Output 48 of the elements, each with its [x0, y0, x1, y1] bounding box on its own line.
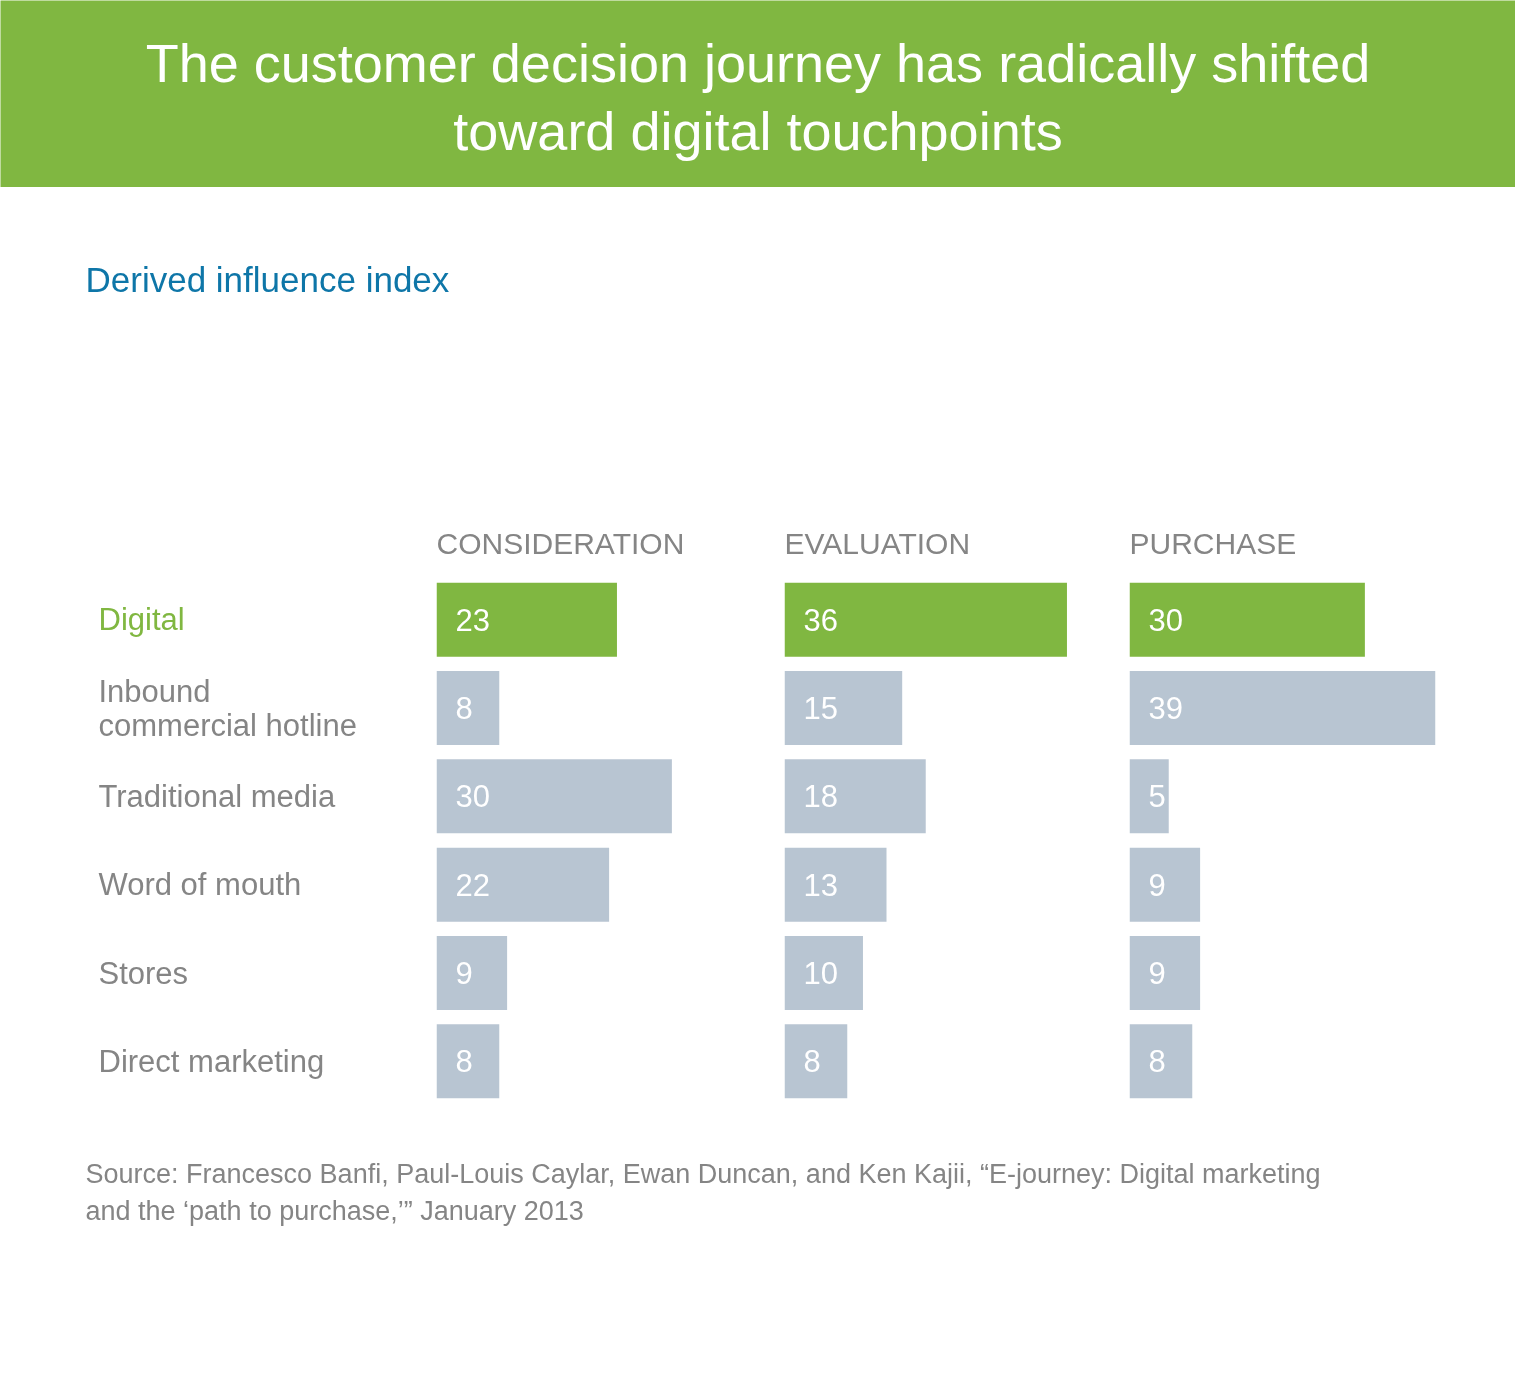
- data-label: 8: [1148, 1044, 1166, 1080]
- bar: [784, 582, 1067, 657]
- data-label: 18: [803, 779, 838, 815]
- chart-title: PURCHASE: [1129, 526, 1297, 560]
- data-label: 13: [803, 867, 838, 903]
- data-label: 30: [1148, 602, 1183, 638]
- chart-title: EVALUATION: [784, 526, 971, 560]
- bar: [1129, 759, 1169, 834]
- bar: [1129, 1024, 1193, 1099]
- bar: [1129, 935, 1201, 1011]
- data-label: 8: [803, 1044, 821, 1080]
- bar: [784, 1024, 848, 1099]
- bar: [784, 935, 863, 1011]
- y-tick-label: Word of mouth: [98, 867, 302, 903]
- chart-title: CONSIDERATION: [436, 526, 685, 560]
- bar: [436, 759, 672, 834]
- bar: [1129, 582, 1365, 657]
- y-tick-label: Traditional media: [98, 778, 336, 814]
- y-tick-label: Stores: [98, 955, 189, 991]
- data-label: 30: [455, 779, 490, 815]
- source-note: Source: Francesco Banfi, Paul-Louis Caylar, Ewan Duncan, and Ken Kajii, “E-journey: Digital marketing and the ‘path to purchase,’” January 2013: [85, 1158, 1321, 1226]
- bar: [436, 582, 617, 657]
- bar: [436, 670, 500, 746]
- data-label: 5: [1148, 779, 1166, 815]
- bar: [436, 847, 610, 922]
- data-label: 39: [1148, 691, 1183, 726]
- text: Derived influence index: [85, 260, 450, 299]
- bar: [784, 847, 887, 922]
- bar: [784, 670, 903, 746]
- data-label: 9: [1148, 956, 1166, 991]
- y-tick-label: Direct marketing: [98, 1043, 325, 1079]
- text: The customer decision journey has radically shifted toward digital touchpoints: [145, 32, 1371, 161]
- y-tick-label: Inbound commercial hotline: [98, 673, 357, 743]
- bar: [436, 1024, 500, 1099]
- data-label: 15: [803, 691, 838, 726]
- data-label: 8: [455, 691, 473, 726]
- data-label: 36: [803, 602, 838, 638]
- bar: [436, 935, 508, 1011]
- bar: [784, 759, 926, 834]
- data-label: 23: [455, 602, 490, 638]
- y-tick-label: Digital: [98, 602, 185, 638]
- data-label: 10: [803, 956, 838, 991]
- bar: [1129, 670, 1436, 746]
- data-label: 9: [455, 956, 473, 991]
- data-label: 9: [1148, 867, 1166, 903]
- data-label: 22: [455, 867, 490, 903]
- data-label: 8: [455, 1044, 473, 1080]
- bar: [1129, 847, 1201, 922]
